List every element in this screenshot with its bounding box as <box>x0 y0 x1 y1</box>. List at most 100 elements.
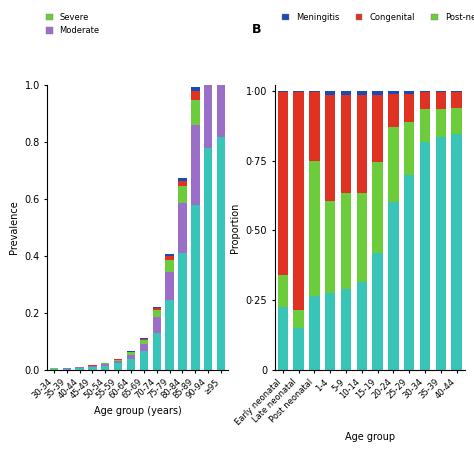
Bar <box>50 369 58 370</box>
Bar <box>293 328 304 370</box>
Bar <box>217 0 225 23</box>
Bar <box>191 125 200 205</box>
Bar <box>114 360 122 361</box>
Bar <box>356 95 367 192</box>
Bar <box>140 344 148 351</box>
Bar <box>293 91 304 92</box>
Bar <box>114 364 122 370</box>
Bar <box>278 275 288 307</box>
X-axis label: Age group (years): Age group (years) <box>93 406 182 417</box>
Bar <box>341 192 351 289</box>
Bar <box>420 91 430 92</box>
Bar <box>204 148 212 370</box>
Bar <box>325 95 335 201</box>
Bar <box>101 366 109 370</box>
Bar <box>388 127 399 202</box>
Bar <box>420 109 430 143</box>
Bar <box>404 174 414 370</box>
Bar <box>165 254 174 256</box>
Bar <box>191 87 200 91</box>
Bar <box>140 338 148 339</box>
Bar <box>178 203 187 253</box>
Bar <box>165 256 174 260</box>
Bar <box>388 94 399 127</box>
Bar <box>178 253 187 370</box>
Bar <box>278 307 288 370</box>
Bar <box>325 201 335 293</box>
Bar <box>373 95 383 162</box>
Bar <box>293 92 304 310</box>
Bar <box>114 359 122 360</box>
Bar <box>341 289 351 370</box>
Bar <box>451 92 462 108</box>
Bar <box>309 92 319 161</box>
Bar <box>140 351 148 370</box>
Y-axis label: Proportion: Proportion <box>230 202 240 253</box>
Bar <box>191 91 200 100</box>
Bar <box>388 202 399 370</box>
Bar <box>356 282 367 370</box>
Bar <box>178 181 187 186</box>
Text: B: B <box>252 23 262 36</box>
Bar <box>404 121 414 174</box>
Bar <box>191 100 200 125</box>
Bar <box>153 307 161 308</box>
Bar <box>373 162 383 253</box>
Bar <box>165 300 174 370</box>
Bar <box>153 317 161 333</box>
Bar <box>153 333 161 370</box>
Legend: Meningitis, Congenital, Post-neonatal: Meningitis, Congenital, Post-neonatal <box>279 10 474 26</box>
Bar <box>451 108 462 134</box>
Bar <box>101 365 109 366</box>
Bar <box>436 92 446 109</box>
X-axis label: Age group: Age group <box>345 432 395 442</box>
Bar <box>373 253 383 370</box>
Bar <box>404 91 414 94</box>
Bar <box>356 192 367 282</box>
Bar <box>278 91 288 92</box>
Bar <box>140 340 148 344</box>
Bar <box>63 369 71 370</box>
Bar <box>88 366 97 367</box>
Bar <box>278 92 288 275</box>
Bar <box>191 205 200 370</box>
Bar <box>204 0 212 28</box>
Bar <box>420 92 430 109</box>
Bar <box>309 161 319 296</box>
Bar <box>217 23 225 137</box>
Bar <box>436 137 446 370</box>
Bar <box>204 28 212 148</box>
Bar <box>373 91 383 95</box>
Bar <box>165 272 174 300</box>
Bar <box>153 310 161 317</box>
Bar <box>451 134 462 370</box>
Bar <box>341 95 351 192</box>
Bar <box>75 368 84 370</box>
Bar <box>153 308 161 310</box>
Legend: Severe, Moderate: Severe, Moderate <box>43 10 103 39</box>
Bar <box>127 352 135 355</box>
Bar <box>451 91 462 92</box>
Bar <box>293 310 304 328</box>
Bar <box>436 109 446 137</box>
Bar <box>114 361 122 364</box>
Bar <box>420 143 430 370</box>
Bar <box>404 94 414 121</box>
Bar <box>140 339 148 340</box>
Bar <box>127 355 135 359</box>
Bar <box>388 91 399 94</box>
Y-axis label: Prevalence: Prevalence <box>9 201 19 255</box>
Bar <box>356 91 367 95</box>
Bar <box>309 91 319 92</box>
Bar <box>88 367 97 370</box>
Bar <box>127 359 135 370</box>
Bar <box>341 91 351 95</box>
Bar <box>75 367 84 368</box>
Bar <box>436 91 446 92</box>
Bar <box>217 137 225 370</box>
Bar <box>325 91 335 95</box>
Bar <box>101 364 109 365</box>
Bar <box>165 260 174 272</box>
Bar <box>325 293 335 370</box>
Bar <box>178 186 187 203</box>
